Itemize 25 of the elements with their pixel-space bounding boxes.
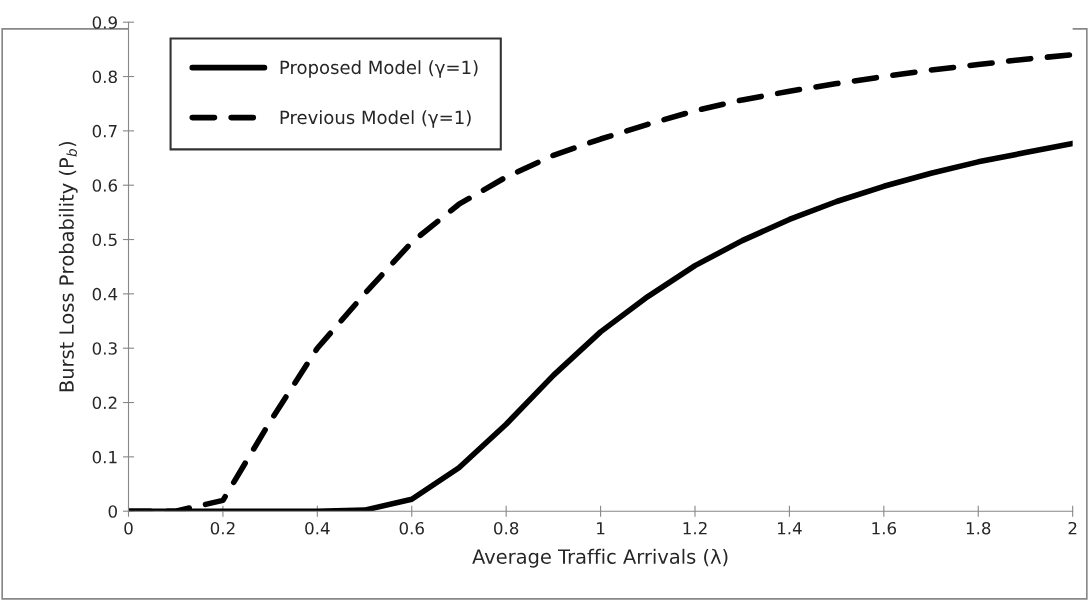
x-tick-label: 0.4 — [305, 521, 330, 535]
x-tick-label: 1.2 — [683, 521, 707, 535]
y-tick-label: 0.8 — [92, 70, 117, 84]
legend-label: Previous Model (γ=1) — [280, 110, 471, 128]
legend-label: Proposed Model (γ=1) — [280, 60, 478, 78]
x-tick-label: 1.6 — [872, 521, 897, 535]
x-tick-label: 1.4 — [777, 522, 802, 535]
y-tick-label: 0.3 — [92, 342, 117, 355]
x-tick-label: 2 — [1068, 521, 1077, 535]
y-tick-label: 0.1 — [92, 450, 117, 464]
y-tick-label: 0.4 — [92, 287, 118, 301]
x-tick-label: 1.8 — [966, 521, 991, 535]
y-tick-label: 0.5 — [92, 233, 117, 247]
x-tick-label: 0.6 — [399, 521, 424, 535]
x-tick-label: 0 — [124, 521, 133, 535]
x-tick-label: 1 — [597, 522, 605, 535]
y-tick-label: 0.9 — [92, 16, 117, 29]
y-tick-label: 0 — [108, 505, 117, 518]
y-tick-label: 0.7 — [92, 124, 117, 138]
y-tick-label: 0.2 — [92, 396, 117, 410]
y-axis-title: Burst Loss Probability (P$_{b}$) — [58, 142, 78, 392]
x-axis-title: Average Traffic Arrivals (λ) — [472, 548, 728, 568]
x-tick-label: 0.8 — [494, 521, 519, 535]
x-tick-label: 0.2 — [210, 521, 235, 535]
y-tick-label: 0.6 — [92, 179, 118, 192]
